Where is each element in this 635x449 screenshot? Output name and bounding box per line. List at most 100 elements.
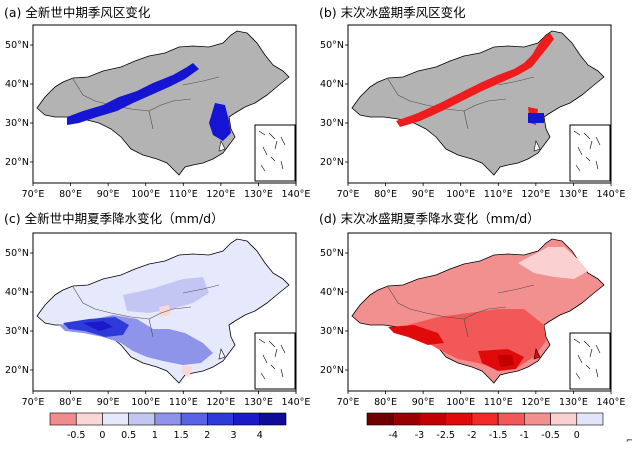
lon-tick-label: 70°E [22,189,45,200]
lon-tick-label: 70°E [337,397,360,408]
lat-tick-label: 30°N [5,118,29,129]
lon-tick-label: 130°E [244,397,273,408]
lat-tick-label: 20°N [320,365,344,376]
lat-tick-label: 50°N [5,248,29,259]
lon-tick-label: 80°E [374,397,397,408]
lon-tick-label: 90°E [412,189,435,200]
colorbar-swatch [233,412,261,426]
lon-tick-label: 140°E [597,397,626,408]
panel-c-inset [254,332,296,390]
panel-d-title: (d) 末次冰盛期夏季降水变化（mm/d） [319,211,540,226]
panel-a-inset [254,124,296,182]
colorbar-swatch [128,412,156,426]
colorbar-swatch [75,412,103,426]
colorbar-label: -2 [467,430,476,441]
panel-d-inset [569,332,611,390]
colorbar-swatch [259,412,287,426]
lon-tick-label: 140°E [282,189,311,200]
panel-d-map [351,238,605,384]
colorbar-label: -3 [415,430,424,441]
lon-tick-label: 80°E [374,189,397,200]
lat-tick-label: 40°N [320,287,344,298]
lon-tick-label: 130°E [244,189,273,200]
lon-tick-label: 140°E [282,397,311,408]
lat-tick-label: 20°N [5,157,29,168]
colorbar-label: -2.5 [436,430,455,441]
lat-tick-label: 20°N [320,157,344,168]
panel-c-negative [159,305,193,377]
colorbar-label: 1 [152,430,158,441]
colorbar-label: -4 [388,430,397,441]
lon-tick-label: 120°E [206,397,235,408]
lon-tick-label: 100°E [131,189,160,200]
lon-tick-label: 70°E [22,397,45,408]
colorbar-label: 3 [231,430,237,441]
panel-c-map [36,238,290,384]
panel-a-map [36,30,290,176]
colorbar-swatch [497,412,525,426]
colorbar-swatch [471,412,499,426]
panel-a-title: (a) 全新世中期季风区变化 [4,5,151,20]
panel-b-blue-patch [528,113,544,123]
lon-tick-label: 120°E [521,189,550,200]
lon-tick-label: 90°E [97,189,120,200]
lon-tick-label: 110°E [169,189,198,200]
colorbar-swatch [576,412,604,426]
panel-a-monsoon-band [67,63,231,141]
panel-d-strongest [498,355,514,367]
panel-c: (c) 全新世中期夏季降水变化（mm/d） [4,211,297,392]
panel-c-title: (c) 全新世中期夏季降水变化（mm/d） [4,211,224,226]
panel-c-mid-band [123,277,209,313]
lat-tick-label: 50°N [320,248,344,259]
colorbar-swatch [550,412,578,426]
lon-tick-label: 130°E [559,397,588,408]
panel-c-strongest [83,321,113,331]
lat-tick-label: 30°N [320,326,344,337]
colorbar-label: -1.5 [489,430,508,441]
colorbar-label: 0.5 [121,430,136,441]
colorbar-label: 0 [99,430,105,441]
lat-tick-label: 30°N [320,118,344,129]
axis-ticks: 70°E 80°E 90°E 100°E 110°E 120°E 130°E 140°E 50°… [5,40,625,408]
corner-mark: ⌐ [626,436,633,445]
lat-tick-label: 50°N [5,40,29,51]
colorbar-label: 1.5 [174,430,189,441]
colorbar-swatch [392,412,420,426]
colorbar-swatch [445,412,473,426]
panel-b: (b) 末次冰盛期季风区变化 [319,5,612,184]
lon-tick-label: 120°E [521,397,550,408]
lon-tick-label: 80°E [59,397,82,408]
lat-tick-label: 30°N [5,326,29,337]
lon-tick-label: 120°E [206,189,235,200]
panel-d: (d) 末次冰盛期夏季降水变化（mm/d） [319,211,612,392]
lon-tick-label: 110°E [484,189,513,200]
colorbar-label: 2 [204,430,210,441]
colorbar-label: -1 [520,430,529,441]
colorbar-swatch [419,412,446,426]
colorbar-swatch [154,412,182,426]
colorbar-left: -0.5 0 0.5 1 1.5 2 3 4 [49,412,287,441]
colorbar-swatch [49,412,77,426]
lon-tick-label: 100°E [131,397,160,408]
panel-b-title: (b) 末次冰盛期季风区变化 [319,5,466,20]
lon-tick-label: 90°E [412,397,435,408]
lon-tick-label: 100°E [446,397,475,408]
colorbar-label: 0 [574,430,580,441]
lon-tick-label: 90°E [97,397,120,408]
colorbar-swatch [524,412,551,426]
lat-tick-label: 50°N [320,40,344,51]
colorbar-swatch [366,412,394,426]
panel-b-map [351,30,605,176]
panel-b-inset [569,124,611,182]
lon-tick-label: 110°E [169,397,198,408]
colorbar-label: -0.5 [67,430,86,441]
colorbar-right: -4 -3 -2.5 -2 -1.5 -1 -0.5 0 [366,412,604,441]
lat-tick-label: 20°N [5,365,29,376]
panel-d-strong [388,325,524,371]
lat-tick-label: 40°N [320,79,344,90]
lon-tick-label: 140°E [597,189,626,200]
colorbar-label: -0.5 [541,430,560,441]
lon-tick-label: 70°E [337,189,360,200]
panel-b-monsoon-band [396,33,554,127]
